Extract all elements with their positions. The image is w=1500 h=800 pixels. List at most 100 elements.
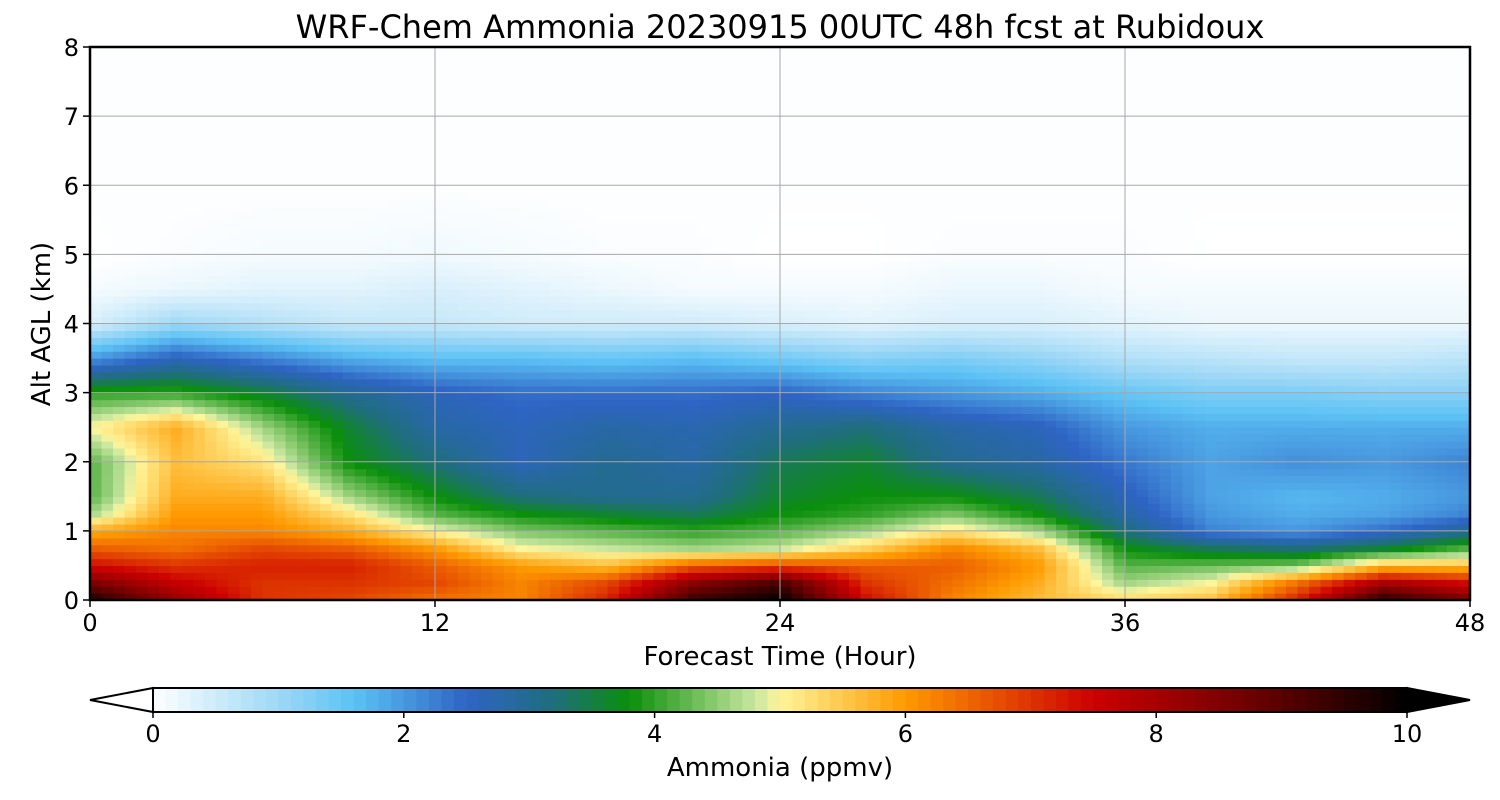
heatmap-cell [768, 586, 781, 594]
heatmap-cell [101, 558, 114, 567]
heatmap-cell [527, 530, 540, 539]
heatmap-cell [423, 537, 436, 546]
heatmap-cell [113, 344, 126, 352]
heatmap-cell [1079, 364, 1092, 373]
heatmap-cell [1251, 406, 1264, 414]
heatmap-cell [573, 447, 586, 456]
heatmap-cell [504, 385, 517, 394]
heatmap-cell [895, 586, 908, 594]
heatmap-cell [1021, 565, 1034, 573]
heatmap-cell [1159, 392, 1172, 401]
heatmap-cell [412, 503, 425, 511]
heatmap-cell [780, 468, 793, 477]
heatmap-cell [1320, 344, 1333, 352]
heatmap-cell [929, 420, 942, 428]
heatmap-cell [469, 489, 482, 497]
heatmap-cell [1447, 364, 1460, 373]
heatmap-cell [952, 475, 965, 484]
heatmap-cell [504, 517, 517, 525]
heatmap-cell [964, 358, 977, 366]
heatmap-cell [653, 392, 666, 401]
heatmap-cell [768, 385, 781, 394]
heatmap-cell [918, 496, 931, 504]
heatmap-cell [492, 330, 505, 338]
heatmap-cell [193, 420, 206, 428]
heatmap-cell [1182, 530, 1195, 539]
heatmap-cell [1194, 337, 1207, 345]
heatmap-cell [239, 510, 252, 518]
heatmap-cell [159, 399, 172, 408]
heatmap-cell [90, 309, 103, 318]
heatmap-cell [964, 371, 977, 380]
heatmap-cell [1458, 579, 1471, 587]
heatmap-cell [1240, 371, 1253, 380]
heatmap-cell [849, 420, 862, 428]
heatmap-cell [929, 475, 942, 484]
heatmap-cell [906, 544, 919, 553]
heatmap-cell [837, 392, 850, 401]
heatmap-cell [642, 475, 655, 484]
heatmap-cell [527, 351, 540, 359]
heatmap-cell [1297, 551, 1310, 560]
heatmap-cell [1401, 413, 1414, 421]
heatmap-cell [1021, 586, 1034, 594]
heatmap-cell [1148, 364, 1161, 373]
heatmap-cell [481, 427, 494, 435]
heatmap-cell [1320, 406, 1333, 414]
heatmap-cell [274, 434, 287, 442]
heatmap-cell [1343, 523, 1356, 532]
heatmap-cell [791, 316, 804, 325]
heatmap-cell [1309, 503, 1322, 511]
heatmap-cell [423, 406, 436, 414]
heatmap-cell [170, 447, 183, 456]
heatmap-cell [1010, 330, 1023, 338]
heatmap-cell [251, 447, 264, 456]
heatmap-cell [1194, 537, 1207, 546]
heatmap-cell [1366, 371, 1379, 380]
heatmap-cell [803, 475, 816, 484]
heatmap-cell [895, 392, 908, 401]
heatmap-cell [1447, 427, 1460, 435]
heatmap-cell [1182, 551, 1195, 560]
heatmap-cell [711, 371, 724, 380]
heatmap-cell [711, 572, 724, 580]
heatmap-cell [1424, 413, 1437, 421]
heatmap-cell [1033, 413, 1046, 421]
heatmap-cell [400, 420, 413, 428]
heatmap-cell [1435, 489, 1448, 497]
heatmap-cell [320, 427, 333, 435]
heatmap-cell [435, 420, 448, 428]
heatmap-cell [895, 461, 908, 470]
heatmap-cell [331, 434, 344, 442]
heatmap-cell [1182, 378, 1195, 387]
heatmap-cell [872, 454, 885, 463]
heatmap-cell [251, 358, 264, 366]
heatmap-cell [228, 551, 241, 560]
heatmap-cell [768, 475, 781, 484]
heatmap-cell [1010, 447, 1023, 456]
heatmap-cell [1435, 530, 1448, 539]
heatmap-cell [1067, 530, 1080, 539]
heatmap-cell [734, 364, 747, 373]
heatmap-cell [182, 468, 195, 477]
heatmap-cell [1401, 330, 1414, 338]
heatmap-cell [320, 316, 333, 325]
heatmap-cell [975, 447, 988, 456]
heatmap-cell [1412, 503, 1425, 511]
heatmap-cell [308, 558, 321, 567]
heatmap-cell [676, 364, 689, 373]
heatmap-cell [515, 378, 528, 387]
heatmap-cell [147, 447, 160, 456]
heatmap-cell [1159, 461, 1172, 470]
heatmap-cell [561, 358, 574, 366]
heatmap-cell [389, 378, 402, 387]
heatmap-cell [124, 351, 137, 359]
heatmap-cell [205, 517, 218, 525]
heatmap-cell [1125, 323, 1138, 332]
heatmap-cell [561, 454, 574, 463]
heatmap-cell [1309, 316, 1322, 325]
heatmap-cell [481, 565, 494, 573]
heatmap-cell [1355, 434, 1368, 442]
heatmap-cell [251, 392, 264, 401]
heatmap-cell [1366, 364, 1379, 373]
